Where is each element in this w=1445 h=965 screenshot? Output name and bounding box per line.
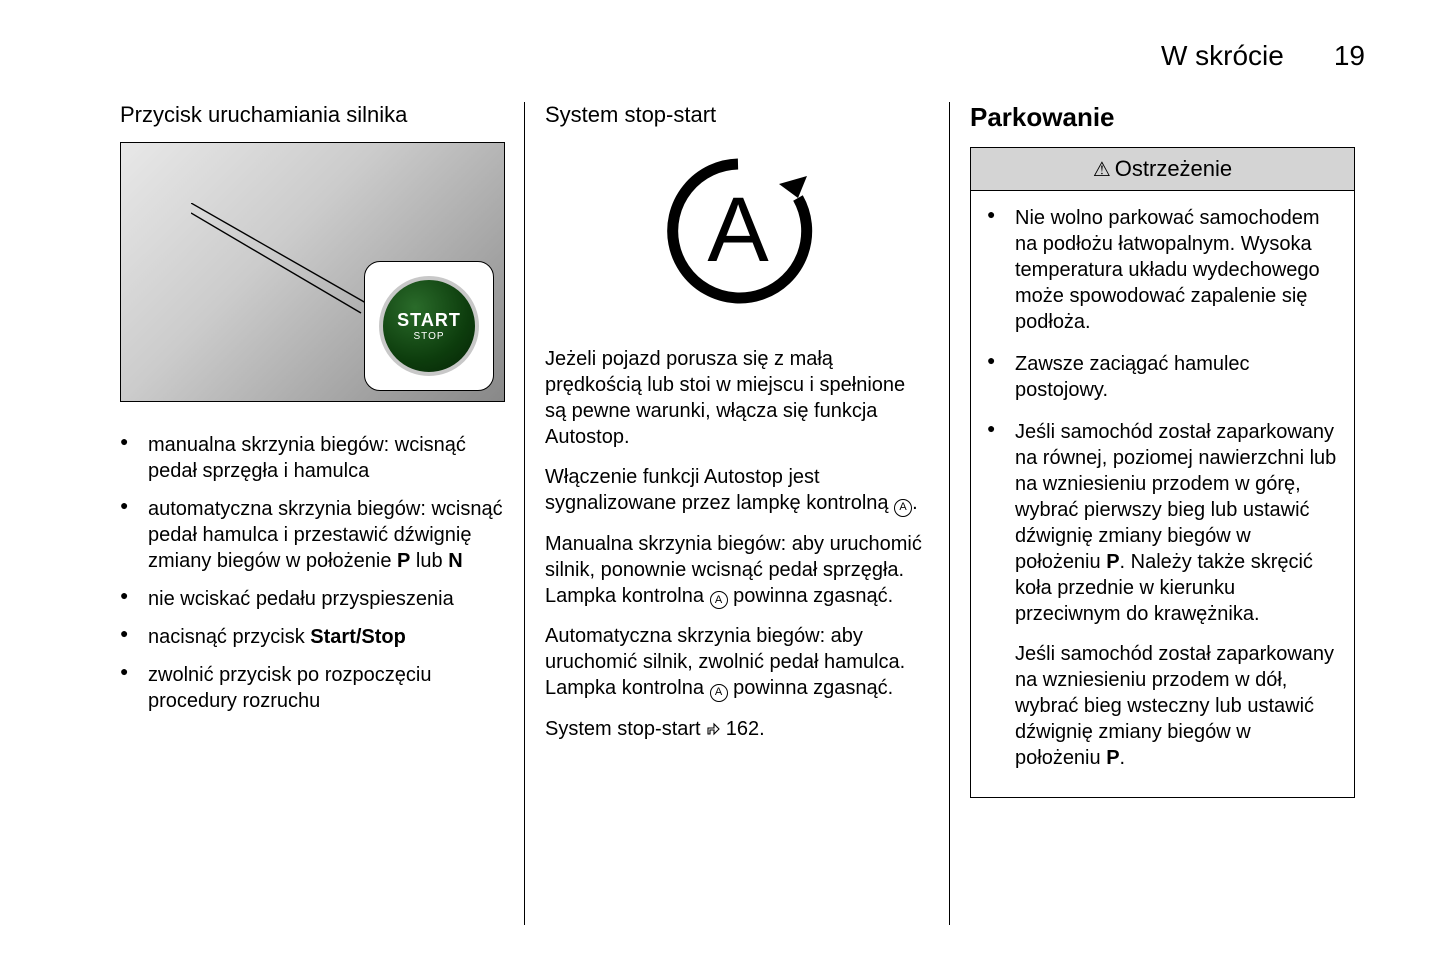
warning-box: ⚠Ostrzeżenie Nie wolno parkować samochod… [970,147,1355,798]
start-label: START [397,310,461,331]
column-1: Przycisk uruchamiania silnika START STOP… [100,102,525,925]
engine-start-illustration: START STOP [120,142,505,402]
col2-p3: Manualna skrzynia biegów: aby uruchomić … [545,531,930,610]
autostop-icon: A [545,146,930,316]
list-item: automatyczna skrzynia biegów: wcisnąć pe… [148,496,505,574]
col2-crossref: System stop-start 162. [545,716,930,742]
autostop-inline-icon: A [894,499,912,517]
header-page-number: 19 [1334,40,1365,72]
column-2: System stop-start A Jeżeli pojazd porusz… [525,102,950,925]
autostop-inline-icon: A [710,591,728,609]
list-item: manualna skrzynia biegów: wcisnąć pedał … [148,432,505,484]
col2-p2: Włączenie funkcji Autostop jest sygnaliz… [545,464,930,517]
warning-header: ⚠Ostrzeżenie [971,148,1354,191]
list-item: Nie wolno parkować samochodem na podłożu… [1015,205,1338,335]
list-item: Zawsze zaciągać hamulec postojowy. [1015,351,1338,403]
col1-heading: Przycisk uruchamiania silnika [120,102,505,128]
svg-text:A: A [707,179,769,281]
header-title: W skrócie [1161,40,1284,72]
list-item: nacisnąć przycisk Start/Stop [148,624,505,650]
warning-continuation: Jeśli samochód został zaparkowany na wzn… [1015,641,1338,771]
crossref-arrow-icon [706,721,720,742]
col1-bullet-list: manualna skrzynia biegów: wcisnąć pedał … [120,432,505,714]
col3-heading: Parkowanie [970,102,1355,133]
stop-label: STOP [413,331,444,342]
list-item: zwolnić przycisk po rozpoczęciu procedur… [148,662,505,714]
warning-title: Ostrzeżenie [1115,156,1232,181]
column-3: Parkowanie ⚠Ostrzeżenie Nie wolno parkow… [950,102,1375,925]
autostop-inline-icon: A [710,684,728,702]
start-button-callout: START STOP [364,261,494,391]
list-item: Jeśli samochód został zaparkowany na rów… [1015,419,1338,771]
warning-triangle-icon: ⚠ [1093,159,1111,181]
col2-p4: Automatyczna skrzynia biegów: aby urucho… [545,623,930,702]
page-header: W skrócie 19 [100,40,1375,72]
col2-p1: Jeżeli pojazd porusza się z małą prędkoś… [545,346,930,450]
warning-body: Nie wolno parkować samochodem na podłożu… [971,191,1354,797]
col2-heading: System stop-start [545,102,930,128]
start-stop-button-icon: START STOP [379,276,479,376]
list-item: nie wciskać pedału przyspieszenia [148,586,505,612]
